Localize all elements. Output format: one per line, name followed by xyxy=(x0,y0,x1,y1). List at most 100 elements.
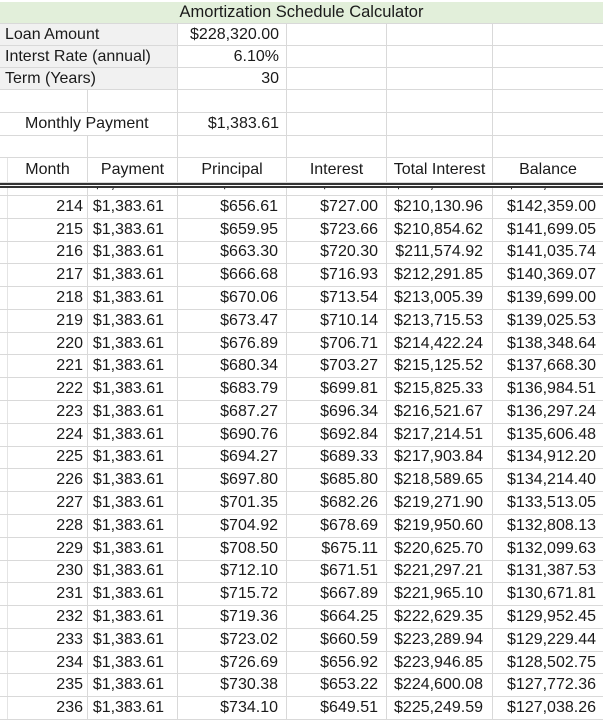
cell-payment[interactable]: $1,383.61 xyxy=(88,697,178,719)
cell-payment[interactable]: $1,383.61 xyxy=(88,514,178,537)
cell-principal[interactable]: $656.61 xyxy=(178,196,287,218)
cell-balance[interactable]: $129,229.44 xyxy=(507,630,596,648)
cell-principal[interactable]: $730.38 xyxy=(178,674,287,697)
cell-balance[interactable]: $142,359.00 xyxy=(507,197,596,215)
cell-principal[interactable]: $673.47 xyxy=(178,309,287,332)
header-interest[interactable]: Interest xyxy=(287,158,387,182)
cell-principal[interactable]: $708.50 xyxy=(178,537,287,560)
cell-principal[interactable]: $712.10 xyxy=(178,560,287,583)
cell-total-interest[interactable]: $217,903.84 xyxy=(387,446,493,469)
cell-payment[interactable]: $1,383.61 xyxy=(88,218,178,241)
cell-balance[interactable]: $129,952.45 xyxy=(507,607,596,625)
empty-cell[interactable] xyxy=(493,68,603,89)
cell-balance[interactable]: $127,772.36 xyxy=(507,676,596,694)
cell-principal[interactable]: $694.27 xyxy=(178,446,287,469)
cell-month[interactable]: 214 xyxy=(8,196,88,218)
cell-principal[interactable]: $653.29 xyxy=(178,188,287,195)
cell-total-interest[interactable]: $221,965.10 xyxy=(387,583,493,606)
cell-month[interactable]: 231 xyxy=(8,583,88,606)
cell-month[interactable]: 227 xyxy=(8,492,88,514)
cell-payment[interactable]: $1,383.61 xyxy=(88,287,178,309)
cell-interest[interactable]: $713.54 xyxy=(287,287,387,309)
empty-cell[interactable] xyxy=(88,136,178,157)
cell-balance[interactable]: $131,387.53 xyxy=(507,562,596,580)
cell-total-interest[interactable]: $220,625.70 xyxy=(387,537,493,560)
cell-total-interest[interactable]: $215,125.52 xyxy=(387,355,493,378)
cell-balance[interactable]: $134,214.40 xyxy=(507,471,596,489)
cell-principal[interactable]: $687.27 xyxy=(178,401,287,423)
cell-interest[interactable]: $703.27 xyxy=(287,355,387,378)
cell-total-interest[interactable]: $211,574.92 xyxy=(387,241,493,264)
cell-payment[interactable]: $1,383.61 xyxy=(88,264,178,287)
cell-payment[interactable]: $1,383.61 xyxy=(88,309,178,332)
cell-principal[interactable]: $659.95 xyxy=(178,218,287,241)
cell-month[interactable]: 223 xyxy=(8,401,88,423)
cell-total-interest[interactable]: $209,403.96 xyxy=(387,188,493,195)
cell-principal[interactable]: $704.92 xyxy=(178,514,287,537)
cell-interest[interactable]: $727.00 xyxy=(287,196,387,218)
cell-balance[interactable]: $136,297.24 xyxy=(507,402,596,420)
header-month[interactable]: Month xyxy=(8,158,88,182)
cell-balance[interactable]: $139,025.53 xyxy=(507,311,596,329)
cell-interest[interactable]: $699.81 xyxy=(287,378,387,401)
cell-payment[interactable]: $1,383.61 xyxy=(88,560,178,583)
cell-total-interest[interactable]: $217,214.51 xyxy=(387,423,493,446)
cell-principal[interactable]: $715.72 xyxy=(178,583,287,606)
cell-total-interest[interactable]: $210,854.62 xyxy=(387,218,493,241)
empty-cell[interactable] xyxy=(88,90,178,112)
cell-month[interactable]: 215 xyxy=(8,218,88,241)
cell-principal[interactable]: $680.34 xyxy=(178,355,287,378)
cell-interest[interactable]: $664.25 xyxy=(287,606,387,628)
cell-month[interactable]: 235 xyxy=(8,674,88,697)
empty-cell[interactable] xyxy=(287,68,387,89)
cell-total-interest[interactable]: $224,600.08 xyxy=(387,674,493,697)
cell-balance[interactable]: $141,035.74 xyxy=(507,243,596,261)
term-label[interactable]: Term (Years) xyxy=(0,68,178,89)
empty-cell[interactable] xyxy=(287,113,387,135)
cell-interest[interactable]: $649.51 xyxy=(287,697,387,719)
empty-cell[interactable] xyxy=(493,136,603,157)
cell-balance[interactable]: $132,099.63 xyxy=(507,539,596,557)
interest-rate-value[interactable]: 6.10% xyxy=(178,46,287,67)
cell-total-interest[interactable]: $213,715.53 xyxy=(387,309,493,332)
monthly-payment-value[interactable]: $1,383.61 xyxy=(178,113,287,135)
cell-principal[interactable]: $719.36 xyxy=(178,606,287,628)
cell-month[interactable]: 236 xyxy=(8,697,88,719)
cell-interest[interactable]: $678.69 xyxy=(287,514,387,537)
empty-cell[interactable] xyxy=(387,136,493,157)
cell-month[interactable]: 217 xyxy=(8,264,88,287)
cell-interest[interactable]: $692.84 xyxy=(287,423,387,446)
cell-principal[interactable]: $697.80 xyxy=(178,469,287,492)
cell-payment[interactable]: $1,383.61 xyxy=(88,492,178,514)
cell-payment[interactable]: $1,383.61 xyxy=(88,606,178,628)
cell-payment[interactable]: $1,383.61 xyxy=(88,332,178,355)
cell-balance[interactable]: $138,348.64 xyxy=(507,334,596,352)
header-total-interest[interactable]: Total Interest xyxy=(387,158,493,182)
cell-month[interactable]: 224 xyxy=(8,423,88,446)
empty-cell[interactable] xyxy=(493,113,603,135)
cell-principal[interactable]: $683.79 xyxy=(178,378,287,401)
empty-cell[interactable] xyxy=(287,24,387,45)
cell-month[interactable]: 221 xyxy=(8,355,88,378)
cell-payment[interactable]: $1,383.61 xyxy=(88,401,178,423)
cell-month[interactable]: 234 xyxy=(8,651,88,674)
empty-cell[interactable] xyxy=(387,68,493,89)
cell-month[interactable]: 230 xyxy=(8,560,88,583)
cell-month[interactable]: 216 xyxy=(8,241,88,264)
cell-interest[interactable]: $653.22 xyxy=(287,674,387,697)
cell-total-interest[interactable]: $221,297.21 xyxy=(387,560,493,583)
empty-cell[interactable] xyxy=(287,136,387,157)
empty-cell[interactable] xyxy=(387,90,493,112)
empty-cell[interactable] xyxy=(387,24,493,45)
cell-principal[interactable]: $701.35 xyxy=(178,492,287,514)
empty-cell[interactable] xyxy=(0,136,88,157)
cell-balance[interactable]: $133,513.05 xyxy=(507,494,596,512)
cell-balance[interactable]: $136,984.51 xyxy=(507,380,596,398)
cell-balance[interactable]: $141,699.05 xyxy=(507,220,596,238)
cell-balance[interactable]: $135,606.48 xyxy=(507,425,596,443)
cell-interest[interactable]: $710.14 xyxy=(287,309,387,332)
cell-month[interactable]: 220 xyxy=(8,332,88,355)
cell-total-interest[interactable]: $219,950.60 xyxy=(387,514,493,537)
cell-month[interactable]: 222 xyxy=(8,378,88,401)
cell-interest[interactable]: $685.80 xyxy=(287,469,387,492)
